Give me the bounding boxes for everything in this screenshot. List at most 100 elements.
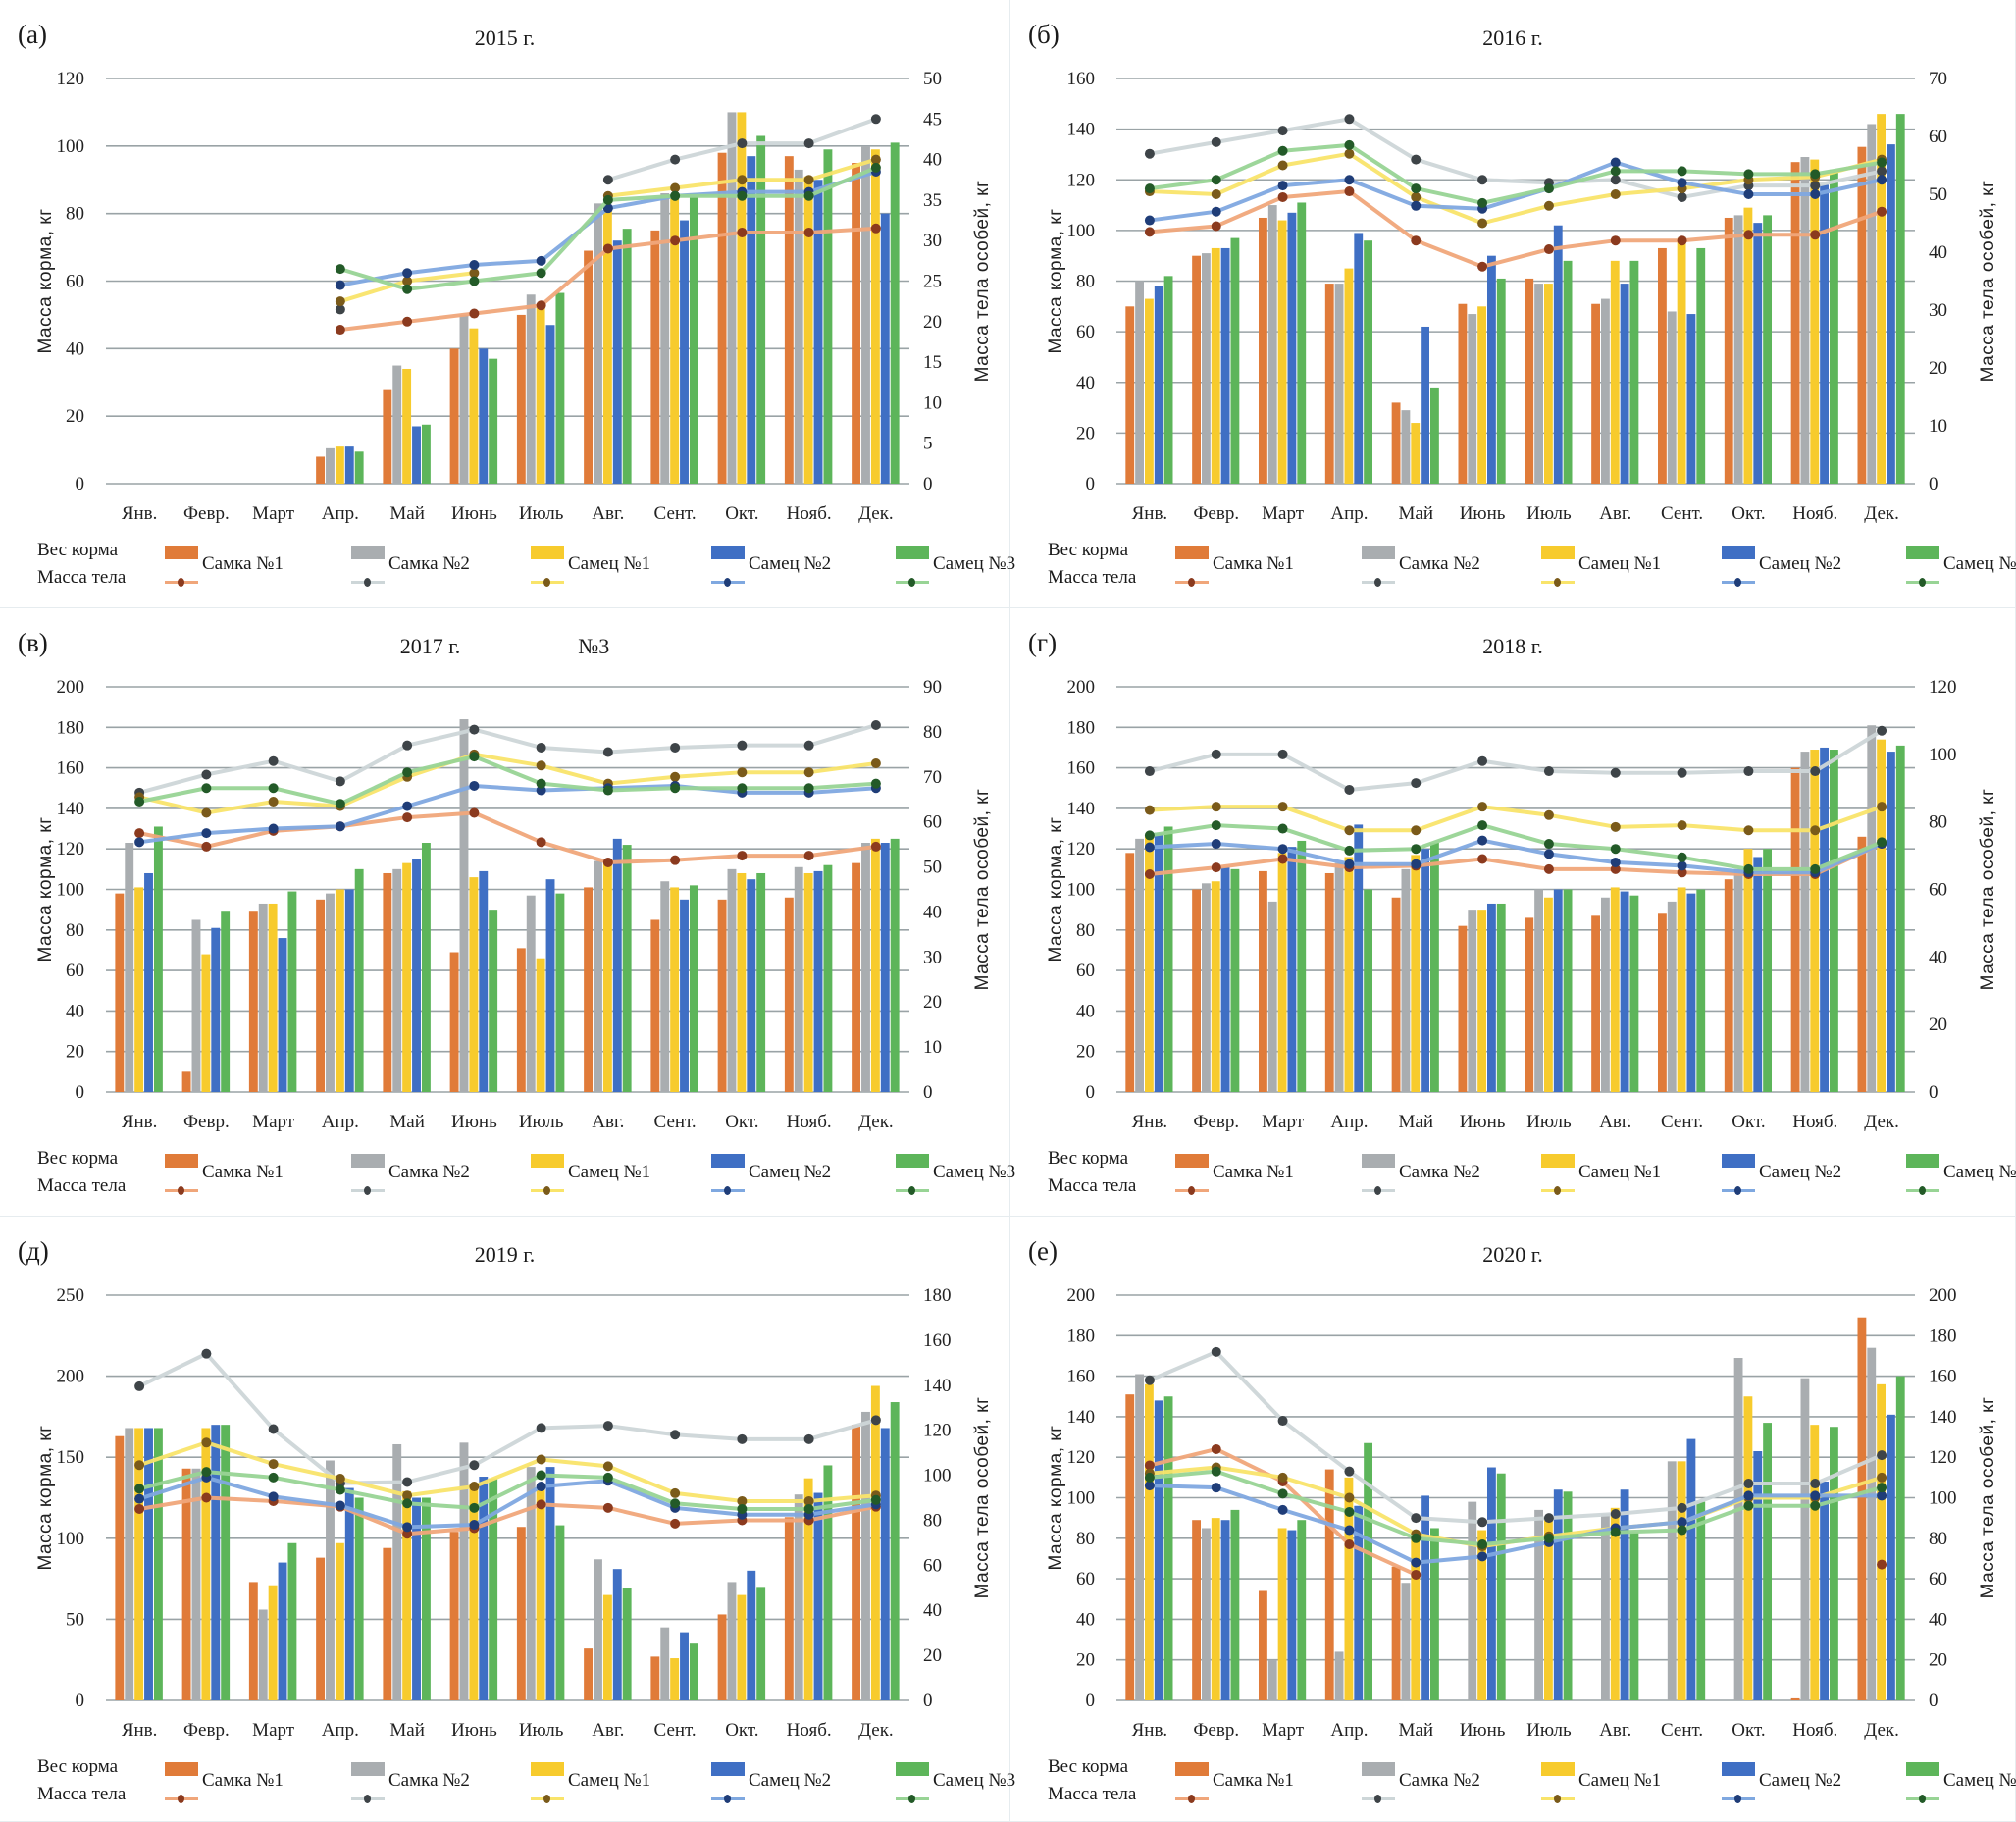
series-point bbox=[1610, 821, 1621, 832]
bar bbox=[125, 1428, 134, 1700]
legend-bar-swatch bbox=[1362, 1154, 1395, 1168]
series-point bbox=[670, 154, 681, 165]
bar bbox=[1297, 1520, 1307, 1700]
chart-svg: 0 50 100 150 200 250 0 20 40 60 80 100 120 140 160 180 М… bbox=[35, 1285, 993, 1741]
legend-bar-swatch bbox=[1541, 1154, 1575, 1168]
bar bbox=[221, 1425, 231, 1700]
series-line bbox=[138, 752, 877, 815]
series-point bbox=[1677, 867, 1687, 878]
bar bbox=[1354, 824, 1364, 1092]
y2-tick-label: 60 bbox=[923, 812, 942, 833]
bar bbox=[211, 927, 221, 1092]
bar bbox=[1277, 853, 1287, 1092]
bar bbox=[1620, 891, 1629, 1092]
legend-line-row-label: Масса тела bbox=[1048, 1784, 1137, 1804]
bar bbox=[794, 1494, 803, 1700]
legend-line-marker-icon bbox=[1722, 578, 1755, 587]
bar bbox=[1430, 1528, 1439, 1700]
series-point bbox=[1344, 1525, 1355, 1536]
bar bbox=[221, 911, 231, 1092]
bar bbox=[1297, 202, 1307, 484]
series-point bbox=[536, 837, 546, 848]
series-point bbox=[1277, 1488, 1288, 1499]
legend-bar-row-label: Вес корма bbox=[1048, 1756, 1129, 1777]
x-tick-label: Июнь bbox=[1460, 1720, 1506, 1741]
series-point bbox=[1677, 191, 1687, 202]
y-tick-label: 60 bbox=[1076, 961, 1095, 981]
series-line bbox=[1149, 117, 1883, 199]
series-point bbox=[1810, 1479, 1821, 1489]
x-tick-label: Окт. bbox=[1732, 1112, 1765, 1132]
series-point bbox=[602, 1461, 613, 1472]
bar bbox=[1610, 887, 1620, 1092]
legend-series-name: Самка №1 bbox=[1213, 1162, 1294, 1182]
series-point bbox=[402, 812, 413, 823]
series-point bbox=[201, 783, 212, 794]
legend-series-name: Самка №1 bbox=[202, 1770, 284, 1791]
y-tick-label: 100 bbox=[1067, 221, 1096, 241]
series-line bbox=[1149, 160, 1883, 223]
legend-line-marker-icon bbox=[896, 578, 929, 587]
legend: Вес корма Масса тела Самка №1 Самка №2 Сам… bbox=[1038, 1754, 2016, 1815]
y2-tick-label: 60 bbox=[1929, 127, 1947, 147]
series-point bbox=[1810, 181, 1821, 191]
series-point bbox=[335, 799, 345, 809]
series-point bbox=[602, 857, 613, 867]
x-tick-label: Сент. bbox=[654, 503, 697, 524]
bar bbox=[890, 1402, 900, 1700]
series-point bbox=[1277, 749, 1288, 759]
bar bbox=[1334, 862, 1344, 1092]
series-point bbox=[870, 1494, 881, 1505]
series-point bbox=[335, 1500, 345, 1511]
series-point bbox=[803, 740, 814, 751]
legend-series-name: Самка №2 bbox=[388, 553, 470, 574]
y-tick-label: 150 bbox=[57, 1447, 85, 1468]
legend-series-name: Самец №3 bbox=[933, 1770, 1016, 1791]
x-tick-label: Июнь bbox=[1460, 503, 1506, 524]
series-point bbox=[1477, 1538, 1488, 1549]
series-point bbox=[402, 1498, 413, 1509]
legend-item: Самец №3 bbox=[1906, 1754, 2016, 1815]
y2-tick-label: 30 bbox=[923, 231, 942, 251]
legend-line-marker-icon bbox=[1362, 1186, 1395, 1195]
legend-series-name: Самец №3 bbox=[1943, 1162, 2016, 1182]
y-tick-label: 140 bbox=[1067, 120, 1096, 140]
series-point bbox=[803, 175, 814, 185]
chart-title: 2016 г. bbox=[1010, 26, 2015, 51]
x-tick-label: Сент. bbox=[654, 1112, 697, 1132]
bar bbox=[594, 1559, 602, 1700]
bar bbox=[1411, 855, 1421, 1092]
series-point bbox=[1810, 766, 1821, 777]
series-point bbox=[737, 138, 748, 149]
legend: Вес корма Масса тела Самка №1 Самка №2 Сам… bbox=[1038, 1146, 2016, 1207]
bar bbox=[1686, 893, 1696, 1092]
y-tick-label: 80 bbox=[1076, 920, 1095, 941]
series-point bbox=[268, 797, 279, 807]
bar bbox=[747, 879, 756, 1092]
y2-tick-label: 180 bbox=[1929, 1326, 1957, 1346]
x-tick-label: Июнь bbox=[451, 503, 497, 524]
legend-item: Самец №2 bbox=[711, 538, 878, 599]
series-point bbox=[1477, 802, 1488, 812]
y2-tick-label: 20 bbox=[923, 1645, 942, 1666]
x-tick-label: Авг. bbox=[1599, 1112, 1631, 1132]
bar bbox=[880, 1428, 890, 1700]
y2-tick-label: 160 bbox=[1929, 1367, 1957, 1387]
bar bbox=[670, 196, 680, 485]
series-point bbox=[1877, 1450, 1887, 1461]
series-point bbox=[469, 1482, 480, 1492]
series-point bbox=[1411, 200, 1422, 211]
legend-item: Самец №1 bbox=[531, 538, 698, 599]
series-line bbox=[138, 783, 877, 845]
bar bbox=[1324, 1469, 1334, 1700]
series-point bbox=[1477, 820, 1488, 831]
series-point bbox=[1743, 169, 1754, 180]
series-point bbox=[1543, 839, 1554, 850]
series-point bbox=[1877, 802, 1887, 812]
bar bbox=[516, 948, 526, 1092]
bar bbox=[479, 1477, 489, 1700]
series-point bbox=[602, 194, 613, 205]
series-point bbox=[1144, 227, 1155, 237]
bar bbox=[268, 903, 278, 1092]
x-tick-label: Июль bbox=[519, 1720, 564, 1741]
